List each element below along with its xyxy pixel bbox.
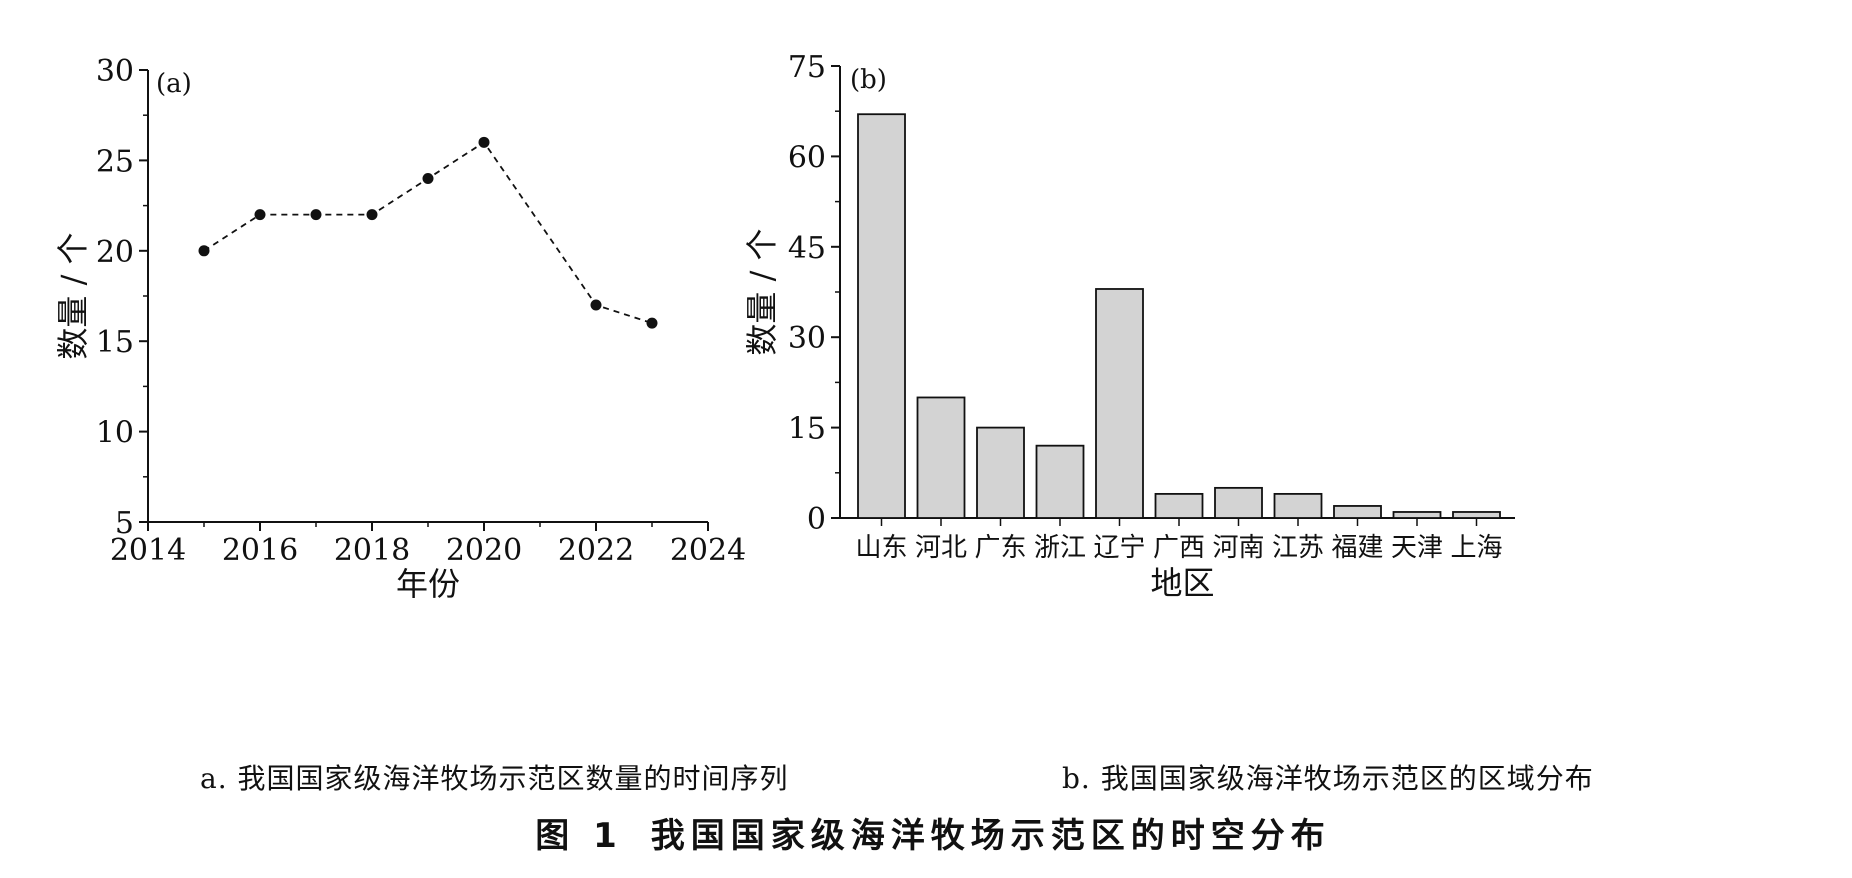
y-tick-label: 15 xyxy=(788,412,826,447)
x-tick-label: 广西 xyxy=(1153,533,1205,563)
bar xyxy=(916,396,966,519)
sub-caption-a: a. 我国国家级海洋牧场示范区数量的时间序列 xyxy=(200,762,789,795)
x-tick-label: 上海 xyxy=(1450,533,1502,563)
x-tick-label: 2018 xyxy=(334,533,410,568)
y-tick-label: 60 xyxy=(788,140,826,175)
y-tick-label: 45 xyxy=(788,231,826,266)
y-tick-label: 25 xyxy=(96,144,134,179)
bar xyxy=(1273,492,1323,519)
figure-caption: 图 1 我国国家级海洋牧场示范区的时空分布 xyxy=(0,808,1852,857)
bar xyxy=(1452,511,1501,519)
x-tick-label: 江苏 xyxy=(1272,533,1324,563)
data-point xyxy=(590,299,602,311)
x-tick-label: 河南 xyxy=(1212,533,1264,563)
y-tick-label: 30 xyxy=(788,321,826,356)
x-tick-label: 2020 xyxy=(446,533,522,568)
x-tick-label: 2016 xyxy=(222,533,298,568)
data-point xyxy=(646,317,658,329)
sub-caption-b: b. 我国国家级海洋牧场示范区的区域分布 xyxy=(1062,762,1594,795)
data-point xyxy=(310,209,322,221)
bar xyxy=(1095,288,1144,519)
x-tick-label: 辽宁 xyxy=(1093,533,1145,563)
y-axis-title: 数量 / 个 xyxy=(54,232,92,359)
figure-title: 我国国家级海洋牧场示范区的时空分布 xyxy=(650,816,1331,856)
x-tick-label: 2024 xyxy=(670,533,746,568)
panel-label-b: (b) xyxy=(850,65,887,95)
bar xyxy=(1333,505,1382,519)
bar xyxy=(976,426,1025,519)
data-point xyxy=(254,209,266,221)
bar xyxy=(1392,511,1442,519)
data-point xyxy=(478,136,490,148)
x-tick-label: 广东 xyxy=(974,533,1026,563)
figure-number: 图 1 xyxy=(535,816,623,856)
data-point xyxy=(198,245,210,257)
x-tick-label: 山东 xyxy=(855,533,907,563)
y-tick-label: 10 xyxy=(96,416,134,451)
chart-canvas: 5 10 15 20 25 30 2014 2016 2018 2020 2022 2024 (a) 年份… xyxy=(54,50,1515,603)
y-tick-label: 15 xyxy=(96,325,134,360)
bar xyxy=(1154,492,1204,519)
x-tick-label: 河北 xyxy=(915,533,967,563)
y-tick-label: 5 xyxy=(115,506,134,541)
x-axis-title: 地区 xyxy=(1150,564,1214,602)
x-axis-title: 年份 xyxy=(396,565,460,603)
x-tick-label: 天津 xyxy=(1391,533,1443,563)
y-tick-label: 75 xyxy=(788,50,826,85)
panel-label-a: (a) xyxy=(156,69,192,99)
line-chart-panel-a: 5 10 15 20 25 30 2014 2016 2018 2020 2022 2024 (a) 年份… xyxy=(54,54,746,603)
y-tick-label: 20 xyxy=(96,235,134,270)
y-tick-label: 30 xyxy=(96,54,134,89)
data-point xyxy=(422,172,434,184)
y-tick-label: 0 xyxy=(807,502,826,537)
bar-chart-panel-b: 0 15 30 45 60 75 山东 河北 广东 浙江 辽宁 广西 河南 江苏 福建 天津 上海 (b) 地区 数量… xyxy=(743,50,1515,602)
x-tick-label: 浙江 xyxy=(1034,533,1086,563)
x-tick-label: 福建 xyxy=(1331,533,1383,563)
x-tick-label: 2014 xyxy=(110,533,186,568)
bar xyxy=(1035,444,1085,519)
series-line xyxy=(203,141,653,324)
bar xyxy=(1214,486,1263,519)
x-tick-label: 2022 xyxy=(558,533,634,568)
bar xyxy=(857,113,906,519)
data-point xyxy=(366,209,378,221)
y-axis-title: 数量 / 个 xyxy=(743,228,781,355)
